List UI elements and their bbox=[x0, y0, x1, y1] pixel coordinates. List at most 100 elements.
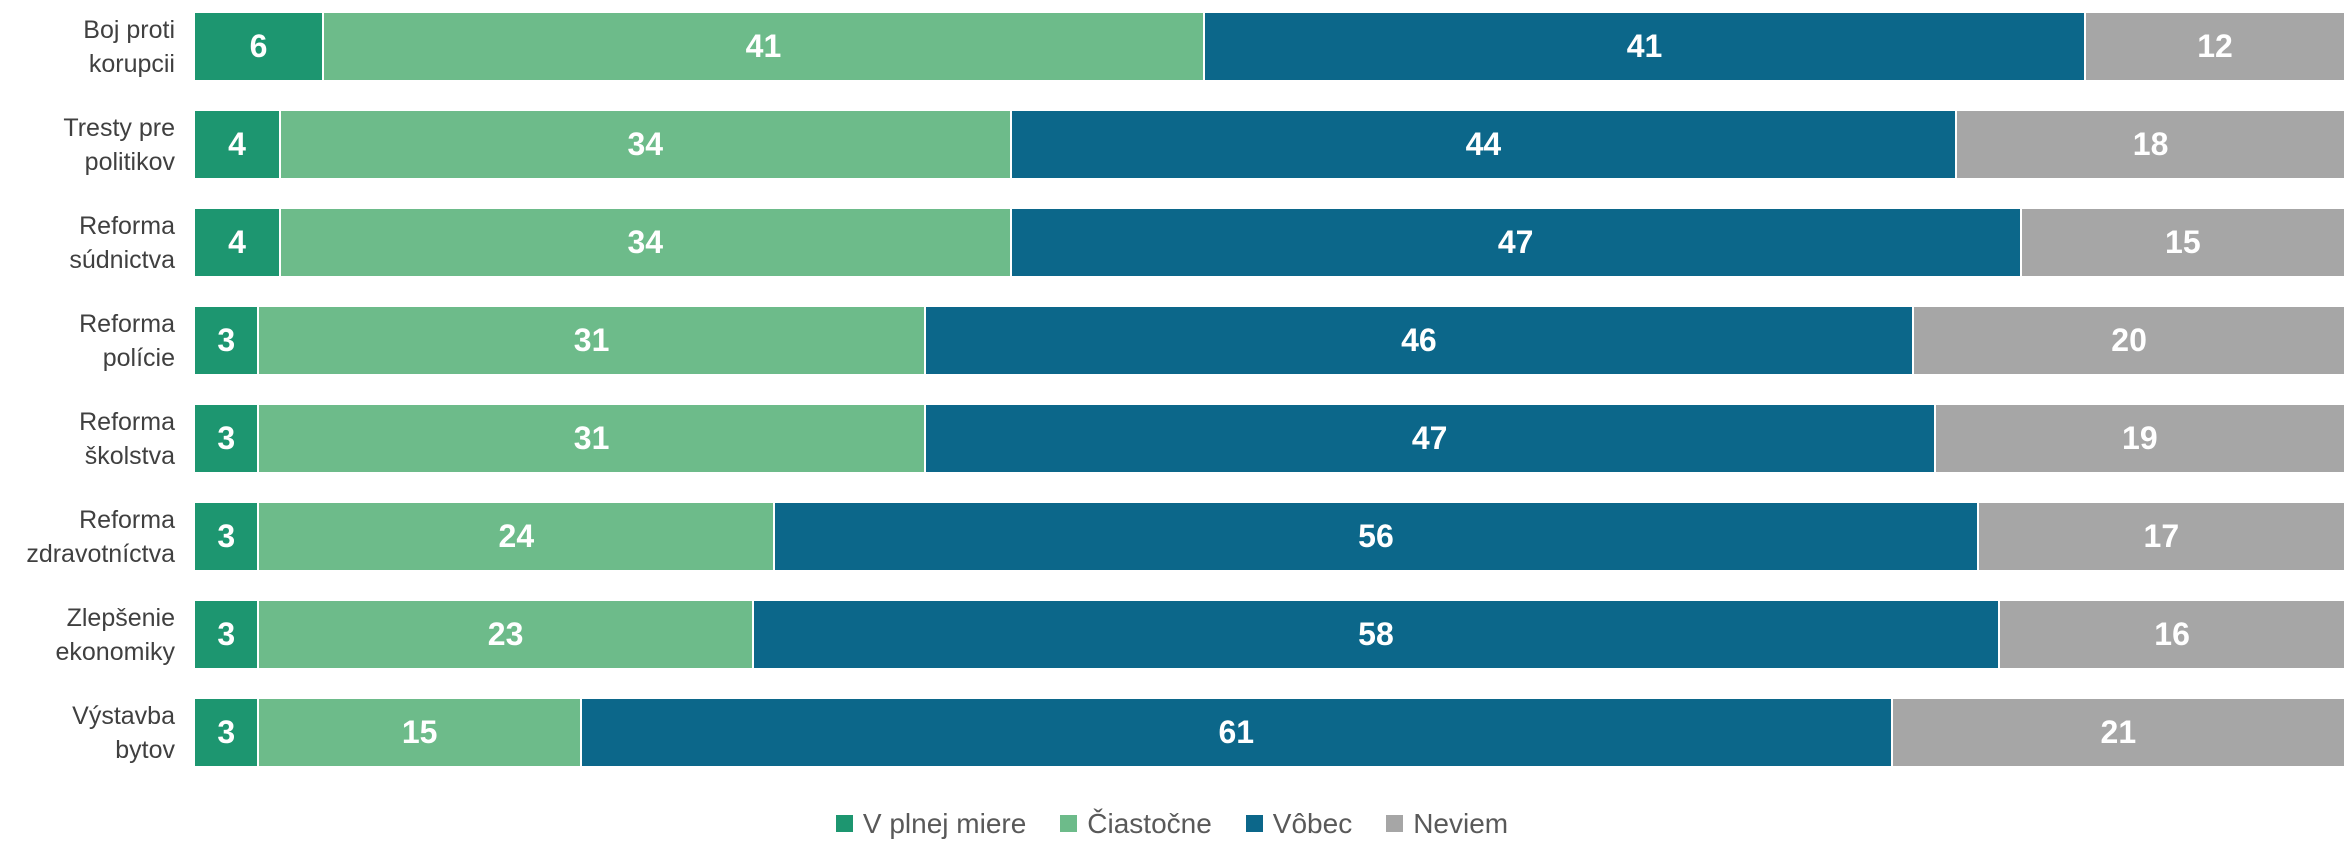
category-label-line: politikov bbox=[84, 147, 175, 176]
data-label: 44 bbox=[1465, 126, 1502, 162]
category-label-line: školstva bbox=[84, 441, 175, 470]
legend-swatch bbox=[835, 815, 853, 832]
data-label: 56 bbox=[1358, 518, 1394, 554]
bar-segment: 3 bbox=[195, 503, 260, 570]
data-label: 41 bbox=[745, 28, 782, 64]
data-label: 47 bbox=[1411, 420, 1448, 456]
bar-segment: 56 bbox=[775, 503, 1979, 570]
data-label: 31 bbox=[573, 322, 610, 358]
data-label: 15 bbox=[2165, 224, 2201, 260]
legend-item: Čiastočne bbox=[1060, 808, 1212, 840]
category-label-line: Zlepšenie bbox=[66, 603, 175, 632]
bar-segment: 3 bbox=[195, 601, 260, 668]
category-label: Reforma polície bbox=[0, 307, 175, 375]
legend-label: Čiastočne bbox=[1087, 807, 1212, 839]
legend-swatch bbox=[1060, 815, 1078, 832]
data-label: 4 bbox=[228, 224, 246, 260]
data-label: 58 bbox=[1358, 616, 1394, 652]
data-label: 20 bbox=[2111, 322, 2147, 358]
bar-segment: 6 bbox=[195, 13, 324, 80]
data-label: 34 bbox=[627, 224, 664, 260]
category-label-line: Boj proti bbox=[83, 15, 175, 44]
data-label: 21 bbox=[2100, 714, 2137, 750]
legend-swatch bbox=[1245, 815, 1263, 832]
category-label-line: polície bbox=[102, 343, 175, 372]
bar-segment: 31 bbox=[259, 307, 926, 374]
data-label: 12 bbox=[2197, 28, 2233, 64]
data-label: 34 bbox=[627, 126, 664, 162]
data-label: 6 bbox=[249, 28, 268, 64]
data-label: 4 bbox=[228, 126, 246, 162]
data-label: 31 bbox=[573, 420, 610, 456]
bar-segment: 61 bbox=[581, 699, 1893, 766]
bar-row: 3 31 47 19 bbox=[195, 405, 2344, 472]
legend-item: V plnej miere bbox=[835, 807, 1027, 840]
bar-row: 6 41 41 12 bbox=[195, 13, 2344, 80]
bar-segment: 3 bbox=[195, 307, 260, 374]
data-label: 3 bbox=[217, 420, 236, 456]
data-label: 16 bbox=[2154, 616, 2190, 652]
category-label-line: korupcii bbox=[88, 49, 175, 78]
data-label: 3 bbox=[217, 616, 236, 652]
bar-segment: 21 bbox=[1892, 699, 2344, 766]
bar-segment: 17 bbox=[1978, 503, 2344, 570]
bar-segment: 4 bbox=[195, 209, 281, 276]
bar-segment: 34 bbox=[280, 111, 1012, 178]
bar-row: 3 15 61 21 bbox=[195, 699, 2344, 766]
data-label: 3 bbox=[217, 518, 236, 554]
data-label: 23 bbox=[487, 616, 524, 652]
category-label-line: Reforma bbox=[79, 505, 175, 534]
category-label-line: súdnictva bbox=[69, 245, 175, 274]
bar-segment: 31 bbox=[259, 405, 926, 472]
bar-row: 4 34 47 15 bbox=[195, 209, 2344, 276]
category-label: Výstavba bytov bbox=[0, 699, 175, 767]
category-label: Reforma školstva bbox=[0, 405, 175, 473]
category-label-line: Výstavba bbox=[72, 701, 175, 730]
bar-segment: 18 bbox=[1957, 111, 2344, 178]
legend-label: Neviem bbox=[1413, 807, 1509, 839]
category-label: Reforma súdnictva bbox=[0, 209, 175, 277]
bar-segment: 34 bbox=[280, 209, 1012, 276]
category-label-line: Reforma bbox=[79, 407, 175, 436]
bar-row: 3 31 46 20 bbox=[195, 307, 2344, 374]
data-label: 47 bbox=[1497, 224, 1534, 260]
bar-segment: 47 bbox=[1011, 209, 2022, 276]
bar-segment: 24 bbox=[259, 503, 776, 570]
legend-item: Vôbec bbox=[1245, 808, 1352, 840]
bar-segment: 46 bbox=[925, 307, 1915, 374]
bar-segment: 19 bbox=[1935, 405, 2344, 472]
bar-segment: 23 bbox=[259, 601, 754, 668]
bar-segment: 20 bbox=[1914, 307, 2344, 374]
category-label-line: bytov bbox=[115, 735, 175, 764]
bar-segment: 16 bbox=[2000, 601, 2344, 668]
data-label: 3 bbox=[217, 714, 236, 750]
category-label-line: zdravotníctva bbox=[26, 539, 175, 568]
bar-segment: 47 bbox=[925, 405, 1936, 472]
bar-row: 3 24 56 17 bbox=[195, 503, 2344, 570]
bar-segment: 15 bbox=[259, 699, 582, 766]
category-label: Zlepšenie ekonomiky bbox=[0, 601, 176, 669]
legend-label: V plnej miere bbox=[862, 807, 1027, 839]
category-label: Boj proti korupcii bbox=[0, 13, 175, 81]
bar-segment: 44 bbox=[1011, 111, 1958, 178]
data-label: 17 bbox=[2143, 518, 2180, 554]
data-label: 46 bbox=[1401, 322, 1437, 358]
bar-segment: 41 bbox=[1205, 13, 2087, 80]
category-label: Tresty pre politikov bbox=[0, 111, 175, 179]
data-label: 18 bbox=[2132, 126, 2169, 162]
bar-segment: 3 bbox=[195, 405, 260, 472]
data-label: 15 bbox=[401, 714, 438, 750]
category-label-line: Reforma bbox=[79, 309, 175, 338]
bar-segment: 3 bbox=[195, 699, 260, 766]
data-label: 3 bbox=[217, 322, 236, 358]
bar-row: 4 34 44 18 bbox=[195, 111, 2344, 178]
legend-swatch bbox=[1386, 815, 1404, 832]
category-label-line: ekonomiky bbox=[55, 637, 176, 666]
bar-segment: 4 bbox=[195, 111, 281, 178]
chart-legend: V plnej miere Čiastočne Vôbec Neviem bbox=[0, 806, 2344, 841]
bar-segment: 12 bbox=[2086, 13, 2344, 80]
bar-row: 3 23 58 16 bbox=[195, 601, 2344, 668]
bar-segment: 41 bbox=[323, 13, 1206, 80]
legend-item: Neviem bbox=[1386, 808, 1508, 840]
